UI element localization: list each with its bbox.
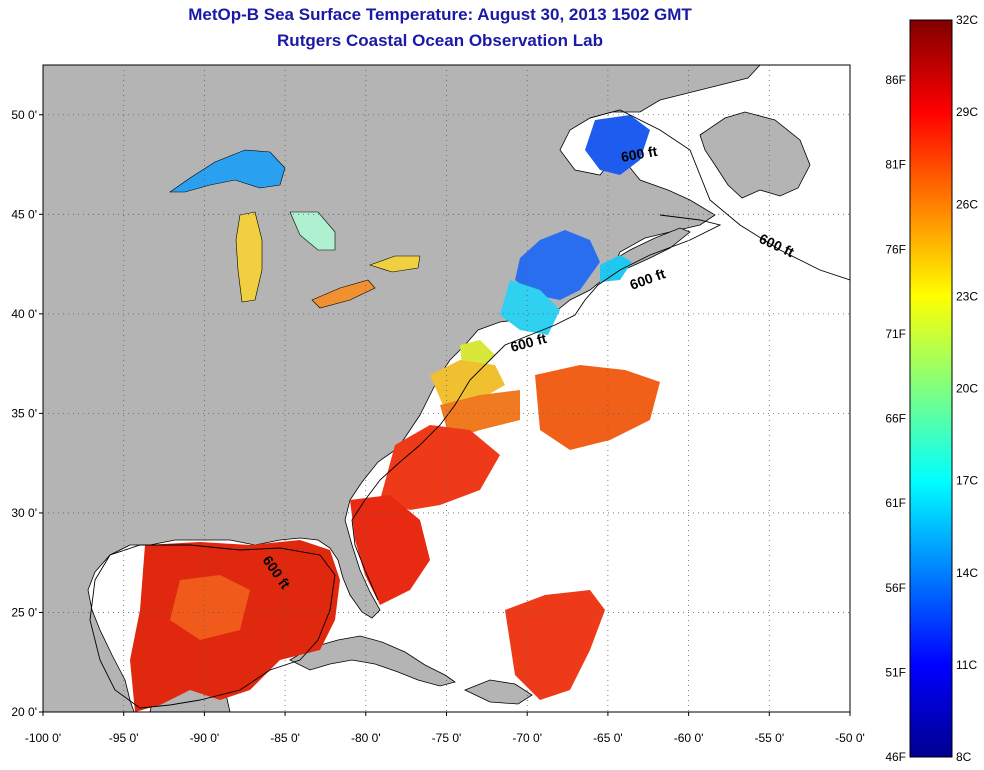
- lake-huron: [289, 211, 336, 251]
- map-title: MetOp-B Sea Surface Temperature: August …: [188, 5, 692, 24]
- colorbar-gradient: [909, 19, 953, 758]
- colorbar-fahrenheit-label: 86F: [885, 73, 906, 87]
- lon-tick-label: -55 0': [754, 731, 784, 745]
- lat-tick-label: 20 0': [11, 705, 37, 719]
- sst-gulf-of-maine: [515, 230, 600, 300]
- sst-georges-bank: [500, 280, 560, 335]
- lon-tick-label: -80 0': [351, 731, 381, 745]
- colorbar: 32C 29C 26C 23C 20C 17C 14C 11C 8C 86F 81F 76F 71F 66…: [885, 13, 978, 764]
- lat-tick-label: 25 0': [11, 605, 37, 619]
- contour-label-1: 600 ft: [620, 143, 659, 165]
- colorbar-fahrenheit-label: 76F: [885, 242, 906, 256]
- lon-tick-label: -95 0': [109, 731, 139, 745]
- lake-michigan: [235, 211, 263, 303]
- colorbar-celsius-label: 26C: [956, 197, 978, 211]
- colorbar-celsius-label: 20C: [956, 382, 978, 396]
- lake-superior: [169, 149, 286, 193]
- lon-tick-label: -70 0': [512, 731, 542, 745]
- lon-tick-label: -60 0': [674, 731, 704, 745]
- lon-tick-label: -50 0': [835, 731, 865, 745]
- sst-offshore-north: [535, 365, 660, 450]
- map-subtitle: Rutgers Coastal Ocean Observation Lab: [277, 31, 603, 50]
- lon-tick-label: -75 0': [432, 731, 462, 745]
- lake-ontario: [369, 255, 421, 273]
- sst-offshore-south: [505, 590, 605, 700]
- isobath-gulf: [89, 544, 336, 709]
- colorbar-celsius-label: 29C: [956, 105, 978, 119]
- lat-tick-label: 35 0': [11, 406, 37, 420]
- colorbar-fahrenheit-label: 61F: [885, 496, 906, 510]
- colorbar-celsius-label: 8C: [956, 750, 972, 764]
- isobath-atlantic: [351, 214, 722, 601]
- lat-tick-label: 50 0': [11, 108, 37, 122]
- lat-tick-label: 45 0': [11, 207, 37, 221]
- colorbar-fahrenheit-label: 66F: [885, 412, 906, 426]
- colorbar-fahrenheit-label: 51F: [885, 665, 906, 679]
- isobath-600ft: [89, 109, 850, 709]
- lon-tick-label: -85 0': [270, 731, 300, 745]
- isobath-north: [589, 109, 850, 281]
- lon-tick-label: -90 0': [190, 731, 220, 745]
- hispaniola-land: [464, 679, 533, 705]
- cuba-land: [289, 635, 456, 687]
- map-area: 600 ft 600 ft 600 ft 600 ft 600 ft: [43, 65, 850, 712]
- sst-gulf-central: [170, 575, 250, 640]
- lon-tick-label: -100 0': [25, 731, 61, 745]
- newfoundland-land: [699, 111, 811, 199]
- sst-sab-north: [380, 425, 500, 510]
- colorbar-fahrenheit-label: 56F: [885, 581, 906, 595]
- colorbar-celsius-label: 32C: [956, 13, 978, 27]
- colorbar-celsius-label: 17C: [956, 474, 978, 488]
- colorbar-celsius-label: 23C: [956, 289, 978, 303]
- nova-scotia-land: [609, 227, 691, 269]
- sst-gulf-stream-north: [440, 390, 520, 440]
- latitude-axis: 50 0' 45 0' 40 0' 35 0' 30 0' 25 0' 20 0': [11, 108, 43, 719]
- sst-sab-south: [350, 495, 430, 605]
- lake-erie: [311, 279, 376, 309]
- colorbar-ticks: 32C 29C 26C 23C 20C 17C 14C 11C 8C 86F 81F 76F 71F 66…: [885, 13, 978, 764]
- sst-gulf-st-lawrence: [585, 115, 650, 175]
- lon-tick-label: -65 0': [593, 731, 623, 745]
- lat-tick-label: 30 0': [11, 506, 37, 520]
- colorbar-celsius-label: 14C: [956, 566, 978, 580]
- colorbar-celsius-label: 11C: [956, 658, 977, 672]
- colorbar-fahrenheit-label: 81F: [885, 158, 906, 172]
- colorbar-fahrenheit-label: 46F: [885, 750, 906, 764]
- colorbar-fahrenheit-label: 71F: [885, 327, 906, 341]
- lat-tick-label: 40 0': [11, 307, 37, 321]
- longitude-axis: -100 0' -95 0' -90 0' -85 0' -80 0' -75 0' -70…: [25, 712, 865, 745]
